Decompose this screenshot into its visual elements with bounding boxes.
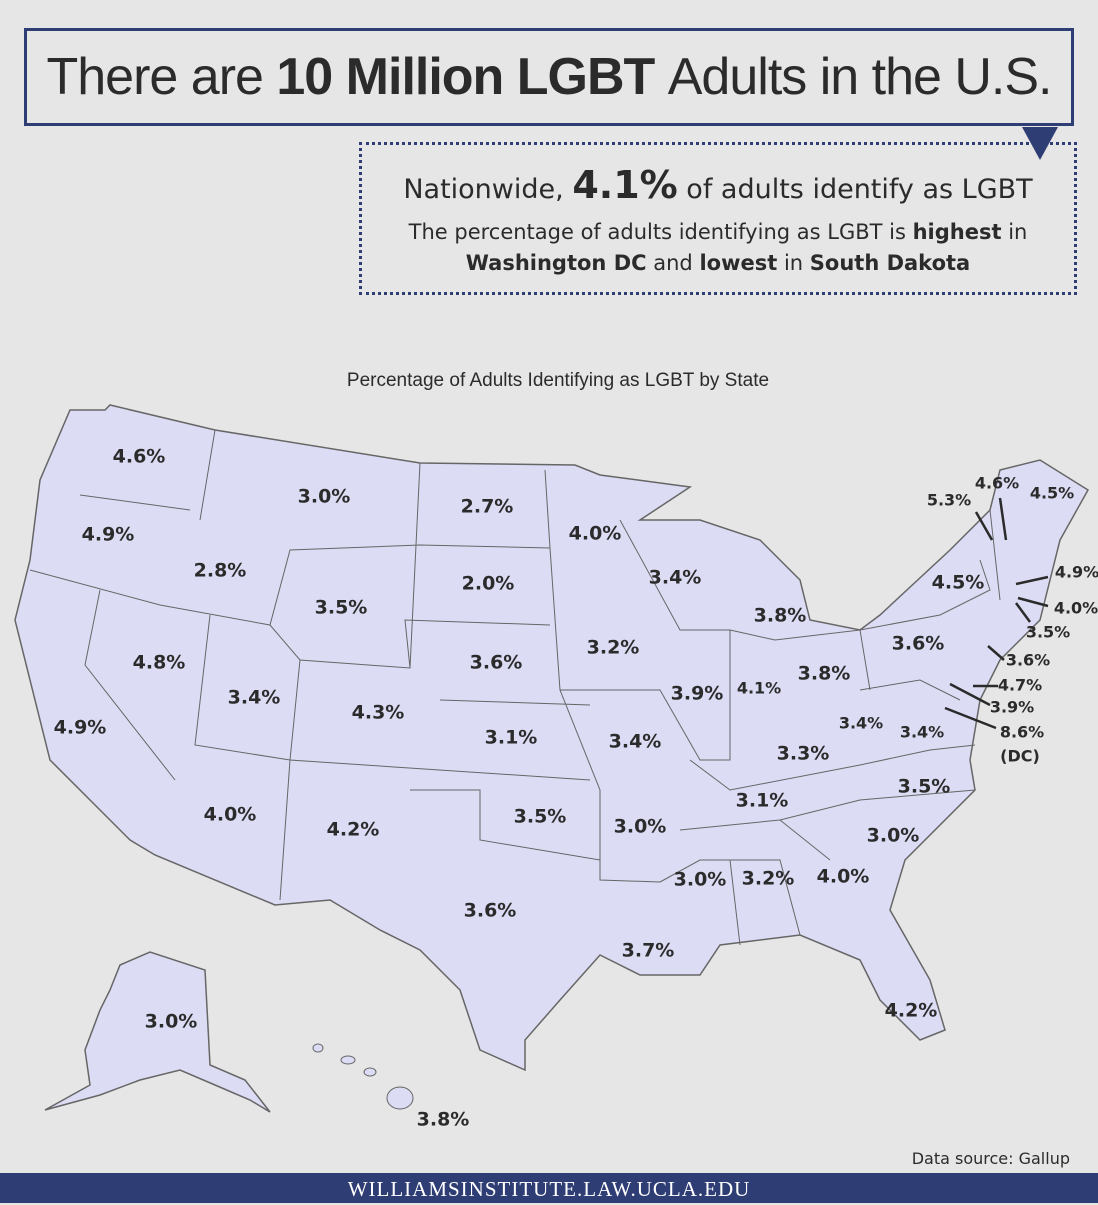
state-label: 3.6% — [470, 652, 523, 674]
state-label: 4.1% — [737, 679, 781, 698]
stat: 4.1% — [572, 163, 678, 207]
hawaii — [312, 1043, 414, 1110]
text: South Dakota — [809, 251, 971, 275]
text: in — [783, 251, 804, 275]
text: and — [653, 251, 693, 275]
state-label: 4.9% — [54, 717, 107, 739]
us-outline — [14, 404, 1090, 1072]
state-label: 2.7% — [461, 496, 514, 518]
state-label: 3.2% — [742, 868, 795, 890]
state-label: 4.5% — [1030, 484, 1074, 503]
state-label: 4.7% — [998, 676, 1042, 695]
state-label: 3.6% — [1006, 651, 1050, 670]
state-label: 3.3% — [777, 743, 830, 765]
text: The percentage of adults identifying as … — [408, 220, 906, 244]
title-part: There are — [46, 48, 263, 106]
state-label: 3.5% — [315, 597, 368, 619]
state-label: 4.0% — [569, 523, 622, 545]
state-label: (DC) — [1000, 747, 1040, 766]
footer: WILLIAMSINSTITUTE.LAW.UCLA.EDU — [0, 1173, 1098, 1203]
state-label: 3.1% — [736, 790, 789, 812]
state-label: 4.8% — [133, 652, 186, 674]
state-label: 3.5% — [1026, 623, 1070, 642]
state-label: 3.5% — [898, 776, 951, 798]
state-label: 3.9% — [990, 698, 1034, 717]
state-label: 3.4% — [228, 687, 281, 709]
state-label: 3.0% — [298, 486, 351, 508]
state-label: 3.9% — [671, 683, 724, 705]
state-label: 3.1% — [485, 727, 538, 749]
state-label: 4.6% — [975, 474, 1019, 493]
state-label: 4.5% — [932, 572, 985, 594]
state-label: 3.2% — [587, 637, 640, 659]
state-borders — [29, 429, 1001, 946]
state-label: 3.0% — [674, 869, 727, 891]
text: Nationwide, — [403, 174, 564, 205]
text: highest — [912, 220, 1002, 244]
state-label: 5.3% — [927, 491, 971, 510]
alaska — [44, 951, 271, 1113]
state-label: 3.6% — [464, 900, 517, 922]
state-label: 4.9% — [1055, 563, 1098, 582]
state-label: 3.0% — [145, 1011, 198, 1033]
state-label: 3.4% — [649, 567, 702, 589]
title-emphasis: 10 Million LGBT — [276, 48, 655, 106]
state-label: 4.2% — [885, 1000, 938, 1022]
text: Washington DC — [465, 251, 647, 275]
state-label: 3.7% — [622, 940, 675, 962]
state-label: 3.6% — [892, 633, 945, 655]
state-label: 4.3% — [352, 702, 405, 724]
state-label: 4.0% — [1054, 599, 1098, 618]
text: in — [1008, 220, 1028, 244]
state-label: 4.2% — [327, 819, 380, 841]
text: lowest — [699, 251, 778, 275]
state-label: 4.6% — [113, 446, 166, 468]
url: WILLIAMSINSTITUTE.LAW.UCLA.EDU — [347, 1177, 751, 1201]
summary-line: Nationwide, 4.1% of adults identify as L… — [362, 163, 1074, 207]
state-label: 3.4% — [900, 723, 944, 742]
map-title: Percentage of Adults Identifying as LGBT… — [347, 370, 769, 391]
state-label: 2.8% — [194, 560, 247, 582]
text: of adults identify as LGBT — [686, 174, 1033, 205]
data-source: Data source: Gallup — [911, 1149, 1070, 1168]
title-part: Adults in the U.S. — [667, 48, 1053, 106]
state-label: 3.8% — [754, 605, 807, 627]
leader-lines — [944, 497, 1049, 730]
state-label: 8.6% — [1000, 723, 1044, 742]
state-label: 4.0% — [817, 866, 870, 888]
state-label: 3.5% — [514, 806, 567, 828]
state-label: 2.0% — [462, 573, 515, 595]
state-label: 3.4% — [609, 731, 662, 753]
state-label: 3.8% — [417, 1109, 470, 1131]
state-label: 3.8% — [798, 663, 851, 685]
state-label: 3.4% — [839, 714, 883, 733]
summary-box: Nationwide, 4.1% of adults identify as L… — [359, 142, 1077, 295]
state-label: 3.0% — [614, 816, 667, 838]
state-label: 4.9% — [82, 524, 135, 546]
title-box: There are 10 Million LGBT Adults in the … — [24, 28, 1074, 126]
state-label: 4.0% — [204, 804, 257, 826]
state-label: 3.0% — [867, 825, 920, 847]
summary-line: The percentage of adults identifying as … — [362, 217, 1074, 279]
